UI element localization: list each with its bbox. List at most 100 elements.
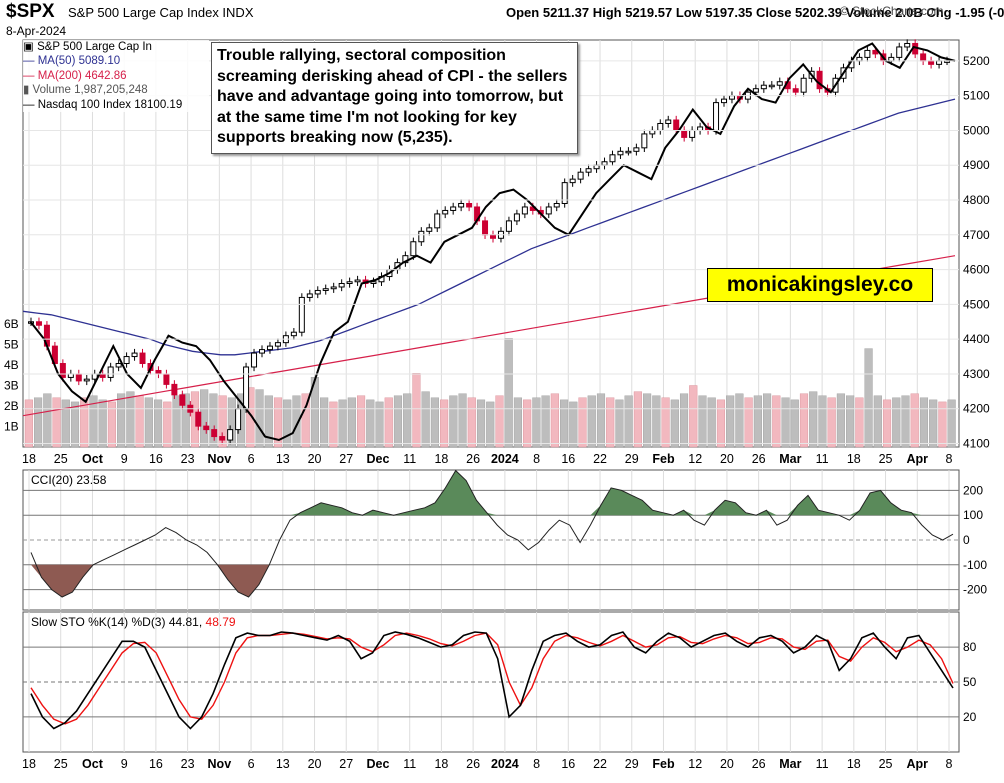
volume-bar [430, 397, 439, 448]
volume-bar [264, 395, 273, 448]
x-tick-label: 27 [339, 452, 353, 466]
candle-body [450, 206, 457, 211]
volume-bar [919, 397, 929, 448]
x-tick-label: 26 [752, 452, 766, 466]
candle-body [904, 42, 911, 48]
candle-body [115, 363, 122, 368]
x-tick-label: 22 [593, 452, 607, 466]
x-tick-label: 18 [22, 452, 36, 466]
x-tick-label: 26 [466, 452, 480, 466]
x-tick-label: 6 [248, 452, 255, 466]
cci-overbought-fill [31, 470, 953, 516]
volume-bar [689, 385, 698, 448]
candle-body [625, 150, 632, 154]
x-tick-label: 20 [308, 452, 322, 466]
x-tick-label: 11 [816, 452, 829, 466]
candle-body [856, 56, 863, 62]
candle-body [195, 411, 202, 427]
candle-body [139, 352, 146, 365]
volume-bar [882, 399, 892, 448]
legend-volume: ▮ Volume 1,987,205,248 [23, 84, 148, 97]
volume-bar [80, 397, 89, 448]
x-tick-label: 2024 [491, 452, 519, 466]
candle-body [553, 202, 560, 208]
volume-bar [624, 395, 633, 448]
x-tick-label: Feb [652, 452, 675, 466]
price-x-axis: 18 25 Oct 9 16 23 Nov 6 13 20 27 Dec 11 18 26 2024 8 16 22… [22, 452, 952, 466]
x-tick-label: 22 [593, 757, 607, 771]
cci-tick-label: 0 [963, 533, 970, 547]
volume-bar [375, 401, 384, 448]
volume-bar [772, 395, 781, 448]
volume-bar [799, 393, 809, 448]
price-candles [28, 39, 951, 445]
volume-bar [412, 373, 421, 448]
volume-bar [486, 401, 495, 448]
analyst-annotation: Trouble rallying, sectoral composition s… [211, 42, 578, 154]
volume-bar [70, 401, 80, 448]
price-tick-label: 4600 [963, 263, 990, 277]
volume-bar [246, 387, 255, 448]
website-watermark: monicakingsley.co [707, 268, 933, 302]
price-tick-label: 4500 [963, 297, 990, 311]
x-tick-label: Mar [779, 757, 801, 771]
x-tick-label: 16 [561, 757, 575, 771]
volume-bar [735, 393, 744, 448]
volume-tick-label: 3B [4, 379, 19, 393]
candle-body [235, 408, 242, 431]
candle-body [434, 213, 441, 229]
x-tick-label: Apr [907, 452, 929, 466]
x-tick-label: Oct [82, 452, 104, 466]
candle-body [920, 53, 927, 62]
candle-body [75, 373, 82, 382]
volume-bar [135, 395, 144, 448]
volume-bar [89, 395, 98, 448]
candle-body [936, 60, 943, 65]
candle-body [466, 202, 473, 208]
cci-tick-label: 200 [963, 483, 983, 497]
candle-body [426, 227, 433, 232]
x-tick-label: 9 [121, 757, 128, 771]
candle-body [601, 161, 608, 166]
x-tick-label: Mar [779, 452, 801, 466]
volume-bar [476, 399, 486, 448]
price-tick-label: 4100 [963, 437, 990, 451]
x-tick-label: 25 [879, 757, 893, 771]
x-tick-label: 25 [54, 757, 68, 771]
candle-body [545, 206, 552, 215]
volume-bar [615, 399, 624, 448]
volume-bar [366, 399, 375, 448]
candle-body [418, 230, 425, 243]
x-tick-label: Nov [208, 757, 232, 771]
volume-tick-label: 4B [4, 358, 19, 372]
x-tick-label: 12 [688, 757, 702, 771]
volume-bar [633, 391, 642, 448]
x-tick-label: 23 [181, 452, 195, 466]
volume-bar [329, 401, 338, 448]
volume-bar [827, 397, 836, 448]
volume-axis: 1B 2B 3B 4B 5B 6B [4, 317, 19, 434]
price-legend: ▣ S&P 500 Large Cap In ― MA(50) 5089.10 … [23, 40, 209, 113]
candle-body [266, 345, 273, 351]
cci-label: CCI(20) 23.58 [31, 473, 107, 487]
volume-bar [218, 395, 227, 448]
candle-body [211, 429, 218, 438]
volume-bars [24, 338, 956, 448]
volume-bar [421, 391, 430, 448]
volume-bar [679, 393, 689, 448]
volume-bar [569, 401, 578, 448]
price-tick-label: 4900 [963, 158, 990, 172]
x-tick-label: Apr [907, 757, 929, 771]
volume-bar [440, 399, 449, 448]
volume-bar [809, 391, 818, 448]
volume-bar [707, 397, 716, 448]
volume-bar [301, 393, 310, 448]
candle-body [617, 150, 624, 156]
sto-tick-label: 20 [963, 710, 977, 724]
x-tick-label: 29 [625, 757, 639, 771]
x-tick-label: 16 [149, 757, 163, 771]
candle-body [346, 281, 353, 285]
volume-bar [98, 399, 107, 448]
volume-bar [744, 397, 753, 448]
stockcharts-credit: © StockCharts.com [840, 4, 944, 18]
